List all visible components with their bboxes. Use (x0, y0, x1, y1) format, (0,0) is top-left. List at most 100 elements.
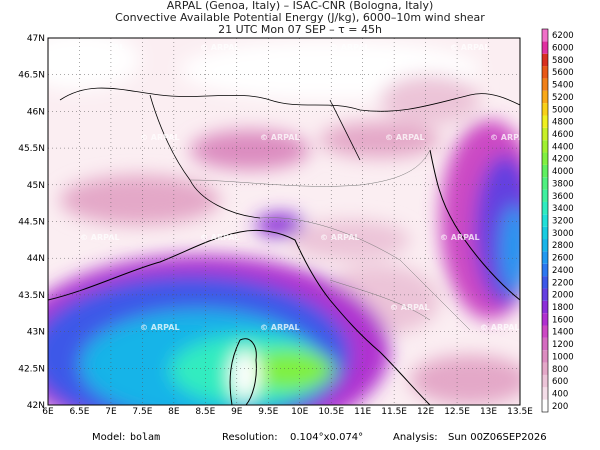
lon-tick-label: 12E (417, 407, 434, 417)
colorbar-swatch (542, 152, 548, 165)
colorbar-swatch (542, 29, 548, 42)
lon-tick-label: 6.5E (69, 407, 89, 417)
footer-value: 0.104°x0.074° (290, 432, 363, 443)
watermark: © ARPAL (80, 233, 120, 242)
watermark: © ARPAL (200, 233, 240, 242)
colorbar-swatch (542, 313, 548, 326)
watermark: © ARPAL (440, 233, 480, 242)
lat-tick-label: 44N (27, 254, 45, 264)
colorbar-frame (541, 28, 549, 413)
colorbar-swatch (542, 226, 548, 240)
colorbar-swatch (542, 362, 548, 375)
colorbar-label: 3000 (552, 229, 574, 239)
colorbar-label: 600 (552, 377, 568, 387)
footer-value: bolam (130, 432, 160, 443)
map-frame (47, 37, 521, 406)
colorbar-label: 6200 (552, 31, 574, 41)
colorbar-label: 5200 (552, 93, 574, 103)
watermark: © ARPAL (390, 303, 430, 312)
watermark: © ARPAL (140, 133, 180, 142)
lon-tick-label: 7E (105, 407, 117, 417)
colorbar-label: 4600 (552, 130, 574, 140)
colorbar-swatch (542, 164, 548, 178)
colorbar-swatch (542, 127, 548, 141)
colorbar-label: 5400 (552, 81, 574, 91)
footer-value: Sun 00Z06SEP2026 (448, 432, 547, 443)
colorbar-label: 400 (552, 389, 568, 399)
colorbar-label: 3200 (552, 217, 574, 227)
header-line: Convective Available Potential Energy (J… (115, 11, 485, 24)
footer-label: Analysis: (393, 432, 438, 443)
colorbar-swatch (542, 263, 548, 277)
colorbar-swatch (542, 337, 548, 351)
colorbar-label: 800 (552, 365, 568, 375)
colorbar-swatch (542, 66, 548, 79)
lon-tick-label: 8.5E (195, 407, 215, 417)
watermark: © ARPAL (450, 43, 490, 52)
lon-tick-label: 6E (42, 407, 54, 417)
header-line: ARPAL (Genoa, Italy) – ISAC-CNR (Bologna… (167, 0, 434, 12)
header-line: 21 UTC Mon 07 SEP – τ = 45h (218, 23, 382, 36)
colorbar-label: 2600 (552, 254, 574, 264)
watermark: © ARPAL (330, 43, 370, 52)
colorbar-label: 4200 (552, 155, 574, 165)
colorbar-label: 3400 (552, 204, 574, 214)
colorbar-swatch (542, 387, 548, 400)
colorbar-label: 4400 (552, 142, 574, 152)
colorbar-label: 5800 (552, 56, 574, 66)
lon-tick-label: 11.5E (381, 407, 407, 417)
colorbar-label: 2000 (552, 291, 574, 301)
colorbar-swatch (542, 239, 548, 252)
colorbar-swatch (542, 288, 548, 301)
colorbar-label: 6000 (552, 44, 574, 54)
colorbar-swatch (542, 325, 548, 338)
colorbar-swatch (542, 399, 548, 412)
watermark: © ARPAL (260, 133, 300, 142)
colorbar-swatch (542, 53, 548, 67)
lat-tick-label: 43.5N (18, 291, 45, 301)
colorbar-label: 3800 (552, 179, 574, 189)
footer-label: Model: (92, 432, 125, 443)
lat-tick-label: 42N (27, 401, 45, 411)
colorbar-swatch (542, 103, 548, 116)
lon-tick-label: 10.5E (318, 407, 344, 417)
lon-tick-label: 12.5E (444, 407, 470, 417)
lat-tick-label: 45.5N (18, 144, 45, 154)
colorbar-swatch (542, 201, 548, 215)
lat-tick-label: 46.5N (18, 71, 45, 81)
colorbar-swatch (542, 41, 548, 54)
colorbar-label: 5600 (552, 68, 574, 78)
colorbar-label: 2400 (552, 266, 574, 276)
colorbar-swatch (542, 350, 548, 363)
colorbar-swatch (542, 214, 548, 227)
lon-tick-label: 10E (291, 407, 308, 417)
map-field (48, 38, 520, 405)
lat-tick-label: 44.5N (18, 218, 45, 228)
lon-tick-label: 9.5E (258, 407, 278, 417)
lon-tick-label: 11E (354, 407, 371, 417)
colorbar-label: 3600 (552, 192, 574, 202)
colorbar-label: 200 (552, 402, 568, 412)
colorbar-label: 5000 (552, 105, 574, 115)
watermark: © ARPAL (490, 133, 530, 142)
colorbar-swatch (542, 276, 548, 289)
lon-tick-label: 13E (480, 407, 497, 417)
colorbar-swatch (542, 300, 548, 314)
colorbar-label: 1000 (552, 352, 574, 362)
colorbar-label: 1800 (552, 303, 574, 313)
watermark: © ARPAL (140, 323, 180, 332)
colorbar-swatch (542, 140, 548, 153)
colorbar-swatch (542, 374, 548, 388)
colorbar-swatch (542, 251, 548, 264)
colorbar-label: 1200 (552, 340, 574, 350)
lat-tick-label: 45N (27, 181, 45, 191)
watermark: © ARPAL (85, 43, 125, 52)
colorbar-swatch (542, 177, 548, 190)
colorbar-label: 2200 (552, 278, 574, 288)
watermark: © ARPAL (200, 43, 240, 52)
colorbar-swatch (542, 189, 548, 202)
footer-label: Resolution: (222, 432, 278, 443)
watermark: © ARPAL (385, 133, 425, 142)
colorbar-label: 1600 (552, 315, 574, 325)
